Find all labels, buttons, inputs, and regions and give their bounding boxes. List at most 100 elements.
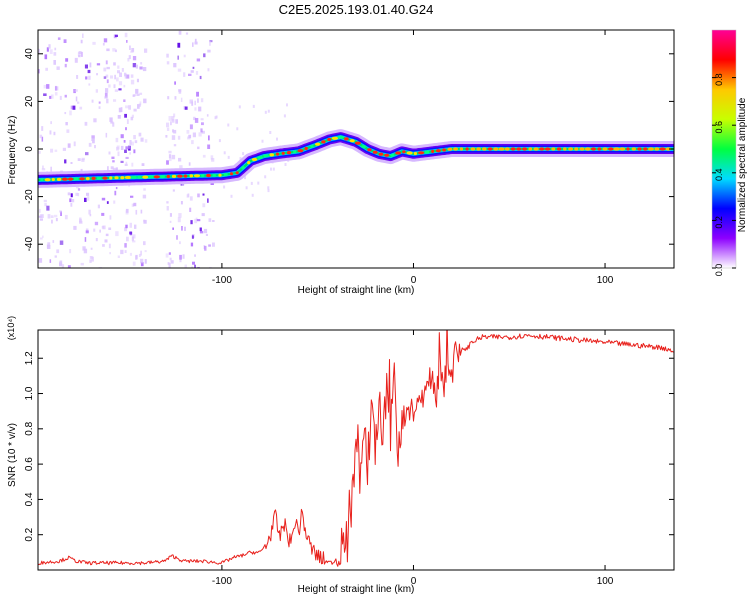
spectrogram-noise-speck [69,198,72,203]
spectrogram-noise-speck [207,68,210,72]
snr-x-tick-label: -100 [212,576,232,587]
spectrogram-noise-speck [169,213,172,217]
spectrogram-noise-speck [117,70,120,74]
spectrogram-ridge-peak [544,147,551,151]
spectrogram-noise-speck [124,32,128,38]
spectrogram-noise-speck [101,197,106,201]
spectrogram-noise-speck [46,84,50,89]
spectrogram-noise-speck [166,122,170,128]
spectrogram-noise-speck [182,254,185,259]
spectrogram-noise-speck [187,193,190,198]
spectrogram-noise-speck [168,263,171,268]
snr-axes: -100 0 100 0.2 0.4 0.6 0.8 1.0 1.2 [24,330,674,587]
spectrogram-noise-speck [261,139,264,143]
spectrogram-ridge-peak [613,147,620,151]
spectrogram-noise-speck [95,238,98,242]
spectrogram-noise-speck [129,45,131,50]
spectrogram-noise-speck [73,225,77,230]
spectrogram-noise-speck [124,149,127,153]
spectrogram-noise-speck [194,38,197,42]
spectrogram-noise-speck [212,242,215,247]
spectrogram-noise-speck [196,91,199,97]
spectrogram-noise-speck [106,79,109,84]
spectrogram-noise-speck [90,247,93,250]
spectrogram-ridge-peak [315,142,321,146]
spectrogram-noise-speck [177,42,181,48]
spectrogram-noise-speck [118,88,122,91]
spectrogram-noise-speck [191,101,194,106]
spectrogram-ridge-peak [384,153,390,157]
spectrogram-noise-speck [133,202,137,207]
spectrogram-ridge-peak [659,147,666,151]
spectrogram-noise-speck [132,240,136,243]
spectrogram-noise-speck [166,61,170,65]
spectrogram-noise-speck [89,259,92,263]
colorbar-gradient [712,30,736,268]
spectrogram-noise-speck [106,66,110,70]
spectrogram-ridge-peak [79,177,85,181]
spectrogram-ridge-peak [304,146,308,151]
spectrogram-noise-speck [124,113,127,118]
spectrogram-noise-speck [39,218,43,221]
spectrogram-noise-speck [125,105,129,109]
spectrogram-noise-speck [115,49,117,53]
spectrogram-noise-speck [59,240,64,245]
spectrogram-noise-speck [267,109,270,113]
spectrogram-noise-speck [205,233,208,236]
spectrogram-noise-speck [48,44,51,49]
spectrogram-ridge-peak [367,148,372,152]
spectrogram-noise-speck [207,198,209,203]
spectrogram-noise-speck [112,167,117,172]
spectrogram-noise-speck [180,97,183,102]
spectrogram-noise-speck [38,258,43,263]
spectrogram-noise-speck [208,218,212,222]
spectrogram-noise-speck [102,244,105,247]
spectrogram-noise-speck [186,194,189,198]
spectrogram-noise-speck [69,110,72,116]
snr-y-scale-label: (x10⁴) [6,316,16,340]
spectrogram-ridge-peak [281,151,285,155]
spectrogram-ridge-peak [206,173,211,178]
spectrogram-noise-speck [191,235,194,239]
spectrogram-noise-speck [105,60,108,65]
spectrogram-noise-speck [130,74,134,78]
spectrogram-noise-speck [207,49,211,53]
spectrogram-noise-speck [130,195,134,198]
spectrogram-noise-speck [135,255,138,260]
spectrogram-noise-speck [124,74,127,79]
spectrogram-x-tick-label: -100 [212,275,232,286]
spectrogram-noise-speck [169,220,172,223]
spectrogram-noise-speck [125,146,129,150]
spectrogram-ridge-peak [563,147,567,151]
spectrogram-ridge-peak [102,176,108,180]
spectrogram-noise-speck [202,193,205,196]
spectrogram-ridge-peak [493,147,499,151]
spectrogram-noise-speck [177,135,181,140]
spectrogram-noise-speck [214,116,217,120]
spectrogram-noise-speck [42,165,44,169]
spectrogram-ridge-peak [402,150,406,154]
colorbar-label: Normalized spectral amplitude [737,97,748,232]
spectrogram-ridge-peak [91,176,96,180]
spectrogram-ridge-peak [568,147,574,151]
spectrogram-noise-speck [84,237,87,242]
snr-frame [37,329,675,571]
spectrogram-noise-speck [119,72,122,77]
spectrogram-noise-speck [189,124,193,130]
spectrogram-noise-speck [114,89,118,92]
colorbar-axes: 0.0 0.2 0.4 0.6 0.8 [711,29,737,276]
spectrogram-noise-speck [124,250,127,253]
spectrogram-noise-speck [264,175,267,179]
spectrogram-noise-speck [56,66,60,70]
spectrogram-noise-speck [177,55,179,60]
spectrogram-noise-speck [40,237,43,240]
spectrogram-noise-speck [184,226,186,231]
spectrogram-axes: -100 0 100 -40 -20 0 20 40 [24,30,674,286]
spectrogram-noise-speck [60,211,62,216]
spectrogram-ridge-peak [247,161,251,165]
spectrogram-noise-speck [135,88,139,94]
snr-line-layer [38,330,674,567]
spectrogram-ridge-peak [251,157,258,162]
spectrogram-noise-speck [50,94,54,99]
spectrogram-noise-speck [72,199,75,203]
